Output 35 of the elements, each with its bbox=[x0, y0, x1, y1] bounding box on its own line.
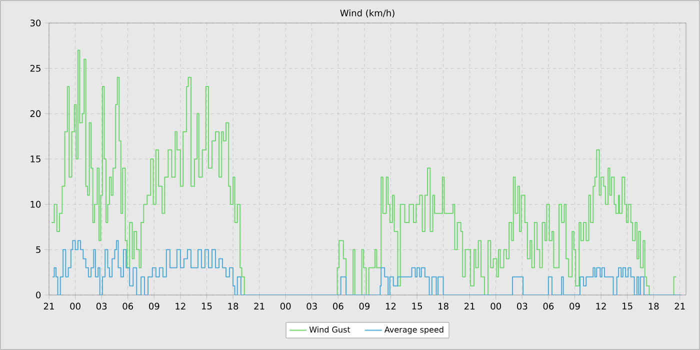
x-tick-label: 00 bbox=[490, 302, 501, 310]
x-tick-label: 12 bbox=[176, 302, 186, 310]
legend-label: Wind Gust bbox=[309, 326, 350, 333]
x-tick-label: 03 bbox=[306, 302, 317, 310]
x-tick-label: 15 bbox=[622, 302, 632, 310]
x-tick-label: 12 bbox=[596, 302, 606, 310]
x-tick-label: 06 bbox=[543, 302, 554, 310]
y-tick-label: 30 bbox=[30, 20, 41, 26]
x-tick-label: 09 bbox=[149, 302, 160, 310]
y-tick-label: 25 bbox=[30, 64, 40, 72]
x-tick-label: 00 bbox=[70, 302, 80, 310]
chart-title: Wind (km/h) bbox=[340, 9, 394, 18]
y-tick-label: 10 bbox=[30, 200, 41, 208]
x-tick-label: 00 bbox=[280, 302, 291, 310]
x-tick-label: 12 bbox=[386, 302, 396, 310]
x-tick-label: 06 bbox=[333, 302, 344, 310]
y-tick-label: 0 bbox=[36, 292, 41, 298]
x-tick-label: 15 bbox=[202, 302, 212, 310]
x-tick-label: 18 bbox=[438, 302, 448, 310]
x-tick-label: 21 bbox=[44, 302, 54, 310]
x-tick-label: 09 bbox=[359, 302, 370, 310]
x-tick-label: 09 bbox=[570, 302, 580, 310]
x-tick-label: 03 bbox=[96, 302, 107, 310]
x-tick-label: 18 bbox=[648, 302, 659, 310]
x-tick-label: 18 bbox=[228, 302, 238, 310]
y-tick-label: 15 bbox=[30, 156, 40, 162]
x-tick-label: 06 bbox=[122, 302, 134, 310]
x-tick-label: 21 bbox=[674, 302, 685, 310]
y-tick-label: 20 bbox=[30, 110, 41, 118]
x-tick-label: 03 bbox=[517, 302, 528, 310]
x-tick-label: 15 bbox=[412, 302, 422, 310]
x-tick-label: 21 bbox=[254, 302, 264, 310]
x-tick-label: 21 bbox=[464, 302, 474, 310]
y-tick-label: 5 bbox=[36, 246, 40, 254]
legend-label: Average speed bbox=[384, 326, 444, 334]
